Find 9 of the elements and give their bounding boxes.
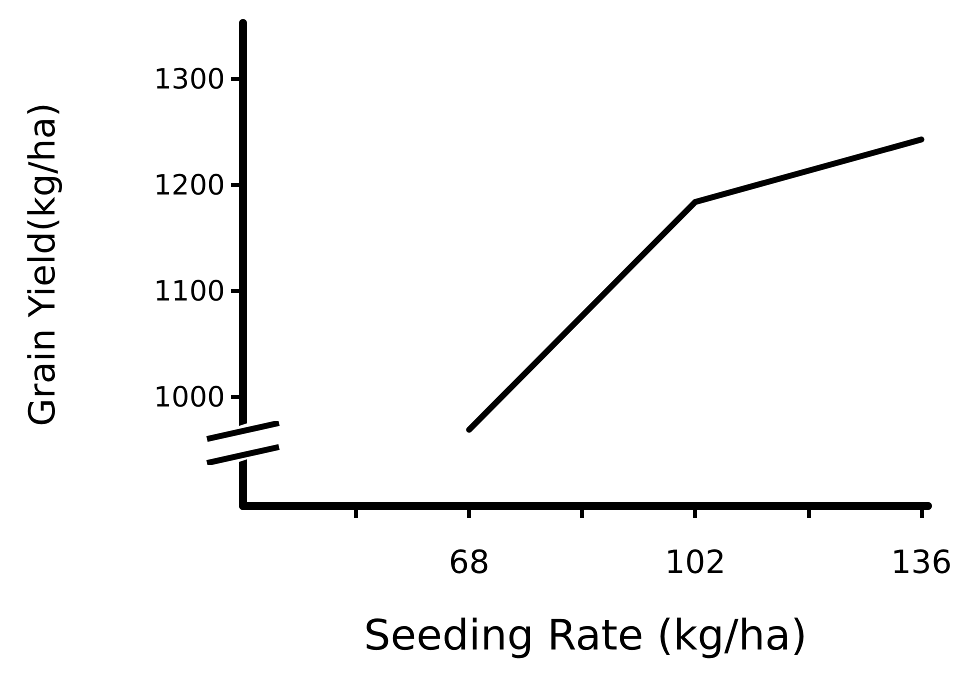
y-tick-label: 1100 [154, 274, 225, 308]
x-tick-label: 136 [890, 543, 952, 581]
y-tick-label: 1000 [154, 380, 225, 414]
x-tick-label: 102 [664, 543, 726, 581]
y-tick-label: 1200 [154, 168, 225, 202]
y-axis-title: Grain Yield(kg/ha) [22, 102, 64, 426]
x-tick-label: 68 [448, 543, 490, 581]
x-axis-title: Seeding Rate (kg/ha) [364, 610, 808, 660]
y-tick-label: 1300 [154, 62, 225, 96]
